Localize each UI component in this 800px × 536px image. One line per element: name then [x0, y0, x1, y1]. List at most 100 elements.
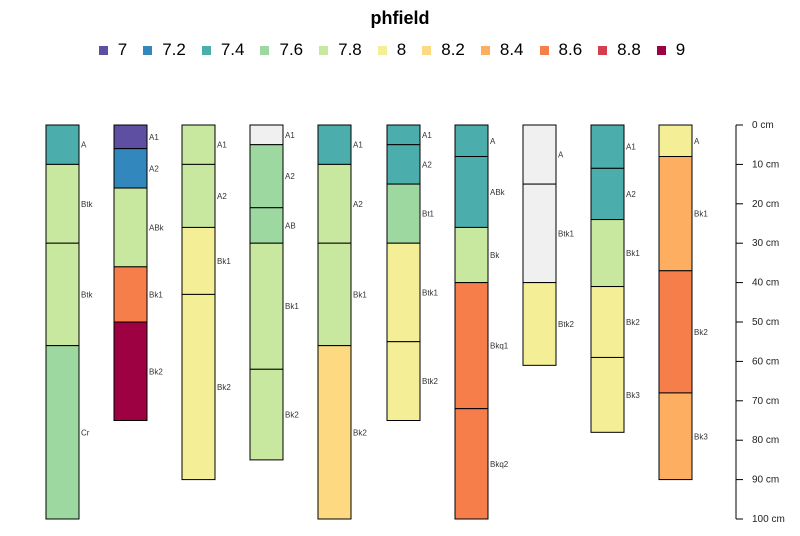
- horizon: [113, 266, 148, 323]
- horizon-label: A: [558, 151, 564, 160]
- legend-item: 8.2: [422, 40, 465, 60]
- horizon-label: A1: [149, 133, 159, 142]
- tick-label: 30 cm: [752, 238, 779, 249]
- legend-label: 7.8: [338, 40, 362, 59]
- horizon-label: Bk: [490, 251, 500, 260]
- horizon-label: A2: [353, 200, 363, 209]
- horizon-label: Bk3: [694, 432, 708, 441]
- legend-label: 8.6: [558, 40, 583, 59]
- tick-label: 100 cm: [752, 514, 785, 525]
- legend-item: 7.8: [319, 40, 362, 60]
- legend-item: 8: [377, 40, 406, 60]
- legend-label: 7.6: [279, 40, 304, 59]
- horizon-label: Bt1: [422, 210, 435, 219]
- horizon: [113, 321, 148, 421]
- horizon: [658, 156, 693, 272]
- horizon: [454, 124, 489, 158]
- horizon: [658, 124, 693, 158]
- horizon-label: Bkq2: [490, 460, 509, 469]
- legend-label: 8.2: [441, 40, 465, 59]
- horizon: [454, 156, 489, 228]
- horizon: [249, 368, 284, 461]
- horizon-label: Btk2: [558, 320, 575, 329]
- horizon-label: Bk1: [626, 249, 640, 258]
- horizon-label: Bk2: [353, 428, 367, 437]
- legend-swatch: [319, 45, 329, 55]
- chart-title: phfield: [370, 8, 430, 28]
- horizon-label: Btk1: [558, 229, 575, 238]
- tick-label: 40 cm: [752, 278, 779, 289]
- horizon-label: Bk2: [626, 318, 640, 327]
- horizon-label: Btk2: [422, 377, 439, 386]
- horizon-label: Btk: [81, 200, 94, 209]
- legend-swatch: [98, 45, 108, 55]
- legend-swatch: [377, 45, 387, 55]
- horizon: [113, 148, 148, 189]
- legend-label: 8.8: [617, 40, 641, 59]
- horizon-label: A: [694, 137, 700, 146]
- horizon-label: A2: [285, 172, 295, 181]
- profile-1: A Btk Btk Cr: [45, 124, 94, 520]
- tick-label: 80 cm: [752, 435, 779, 446]
- horizon-label: A2: [422, 160, 432, 169]
- horizon-label: Bk1: [285, 302, 299, 311]
- tick-label: 50 cm: [752, 317, 779, 328]
- horizon: [181, 293, 216, 481]
- horizon-label: Bk2: [149, 367, 163, 376]
- legend-label: 7.4: [220, 40, 245, 59]
- horizon: [317, 242, 352, 347]
- horizon: [522, 183, 557, 284]
- profile-9: A1 A2 Bk1 Bk2 Bk3: [590, 124, 640, 433]
- horizon: [386, 124, 421, 146]
- horizon: [113, 187, 148, 268]
- profile-6: A1 A2 Bt1 Btk1 Btk2: [386, 124, 439, 422]
- horizon-label: A: [81, 141, 87, 150]
- tick-label: 90 cm: [752, 475, 779, 486]
- horizon: [386, 144, 421, 185]
- horizon: [386, 341, 421, 422]
- tick-label: 0 cm: [752, 120, 774, 131]
- horizon-label: AB: [285, 221, 296, 230]
- horizon-label: A2: [149, 164, 159, 173]
- horizon: [454, 226, 489, 284]
- horizon-label: A1: [285, 131, 295, 140]
- tick-label: 70 cm: [752, 396, 779, 407]
- horizon-label: ABk: [149, 223, 165, 232]
- horizon: [386, 242, 421, 343]
- legend-item: 7.4: [201, 40, 245, 60]
- legend-item: 7: [98, 40, 128, 60]
- legend-label: 8.4: [499, 40, 524, 59]
- legend-item: 8.6: [539, 40, 583, 60]
- horizon: [590, 124, 625, 169]
- horizon-label: Bk2: [694, 328, 708, 337]
- legend-label: 7: [117, 40, 128, 59]
- legend-swatch: [260, 45, 270, 55]
- tick-label: 10 cm: [752, 159, 779, 170]
- legend: 7 7.2 7.4 7.6 7.8 8 8.2 8.4 8.6 8.8 9: [0, 40, 800, 60]
- horizon-label: A1: [217, 141, 227, 150]
- legend-swatch: [201, 45, 211, 55]
- horizon: [317, 124, 352, 165]
- horizon-label: Bk1: [353, 290, 367, 299]
- horizon: [181, 163, 216, 228]
- legend-swatch: [539, 45, 549, 55]
- horizon: [45, 242, 80, 347]
- legend-item: 7.2: [143, 40, 186, 60]
- horizon: [249, 124, 284, 146]
- horizon-label: Btk: [81, 290, 94, 299]
- horizon: [522, 282, 557, 366]
- profile-7: A ABk Bk Bkq1 Bkq2: [454, 124, 509, 520]
- horizon-label: Cr: [81, 428, 90, 437]
- legend-item: 8.8: [598, 40, 641, 60]
- legend-swatch: [598, 45, 608, 55]
- horizon: [590, 167, 625, 221]
- horizon-label: A1: [353, 141, 363, 150]
- horizon-label: Bk1: [149, 290, 163, 299]
- profile-8: A Btk1 Btk2: [522, 124, 575, 366]
- horizon-label: Bkq1: [490, 342, 509, 351]
- horizon: [113, 124, 148, 150]
- profile-3: A1 A2 Bk1 Bk2: [181, 124, 231, 481]
- horizon: [45, 345, 80, 520]
- horizon: [522, 124, 557, 185]
